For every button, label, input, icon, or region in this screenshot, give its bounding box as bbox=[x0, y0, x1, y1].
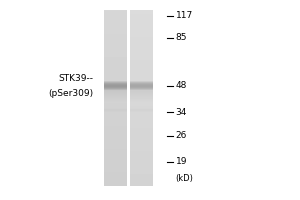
Text: STK39--: STK39-- bbox=[58, 74, 93, 83]
Text: (kD): (kD) bbox=[176, 174, 194, 182]
Text: 26: 26 bbox=[176, 132, 187, 140]
Text: 48: 48 bbox=[176, 81, 187, 90]
Text: 19: 19 bbox=[176, 158, 187, 166]
Text: 34: 34 bbox=[176, 108, 187, 116]
Text: (pSer309): (pSer309) bbox=[48, 88, 93, 98]
Text: 117: 117 bbox=[176, 11, 193, 21]
Text: 85: 85 bbox=[176, 33, 187, 43]
